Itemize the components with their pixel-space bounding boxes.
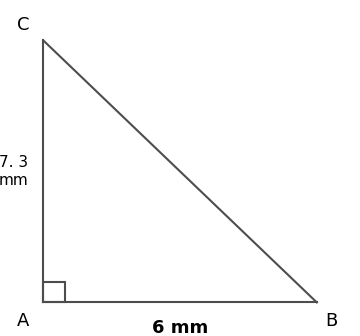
Text: C: C	[17, 16, 30, 34]
Bar	[43, 282, 65, 302]
Text: 7. 3
mm: 7. 3 mm	[0, 155, 28, 187]
Text: A: A	[17, 312, 30, 330]
Text: B: B	[325, 312, 337, 330]
Text: 6 mm: 6 mm	[152, 319, 208, 336]
